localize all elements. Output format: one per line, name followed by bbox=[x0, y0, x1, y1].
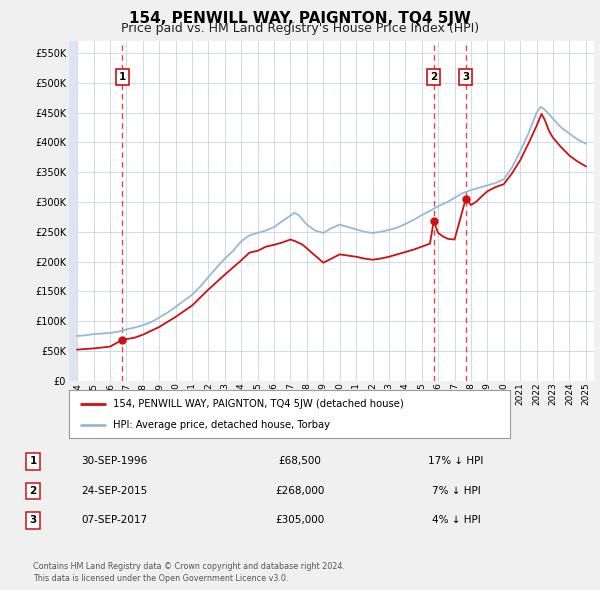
Text: 2: 2 bbox=[29, 486, 37, 496]
Text: 154, PENWILL WAY, PAIGNTON, TQ4 5JW (detached house): 154, PENWILL WAY, PAIGNTON, TQ4 5JW (det… bbox=[113, 398, 404, 408]
Text: 07-SEP-2017: 07-SEP-2017 bbox=[81, 516, 147, 525]
Text: 17% ↓ HPI: 17% ↓ HPI bbox=[428, 457, 484, 466]
Bar bbox=[69, 41, 77, 381]
Text: £305,000: £305,000 bbox=[275, 516, 325, 525]
Text: £268,000: £268,000 bbox=[275, 486, 325, 496]
Text: 4% ↓ HPI: 4% ↓ HPI bbox=[431, 516, 481, 525]
Text: 2: 2 bbox=[430, 72, 437, 82]
Text: HPI: Average price, detached house, Torbay: HPI: Average price, detached house, Torb… bbox=[113, 420, 330, 430]
Text: 154, PENWILL WAY, PAIGNTON, TQ4 5JW: 154, PENWILL WAY, PAIGNTON, TQ4 5JW bbox=[129, 11, 471, 25]
Text: 30-SEP-1996: 30-SEP-1996 bbox=[81, 457, 147, 466]
Text: 24-SEP-2015: 24-SEP-2015 bbox=[81, 486, 147, 496]
Text: Price paid vs. HM Land Registry's House Price Index (HPI): Price paid vs. HM Land Registry's House … bbox=[121, 22, 479, 35]
Text: 1: 1 bbox=[29, 457, 37, 466]
Text: £68,500: £68,500 bbox=[278, 457, 322, 466]
Text: 3: 3 bbox=[462, 72, 469, 82]
Text: 1: 1 bbox=[119, 72, 126, 82]
Text: 3: 3 bbox=[29, 516, 37, 525]
Text: 7% ↓ HPI: 7% ↓ HPI bbox=[431, 486, 481, 496]
Text: Contains HM Land Registry data © Crown copyright and database right 2024.
This d: Contains HM Land Registry data © Crown c… bbox=[33, 562, 345, 583]
